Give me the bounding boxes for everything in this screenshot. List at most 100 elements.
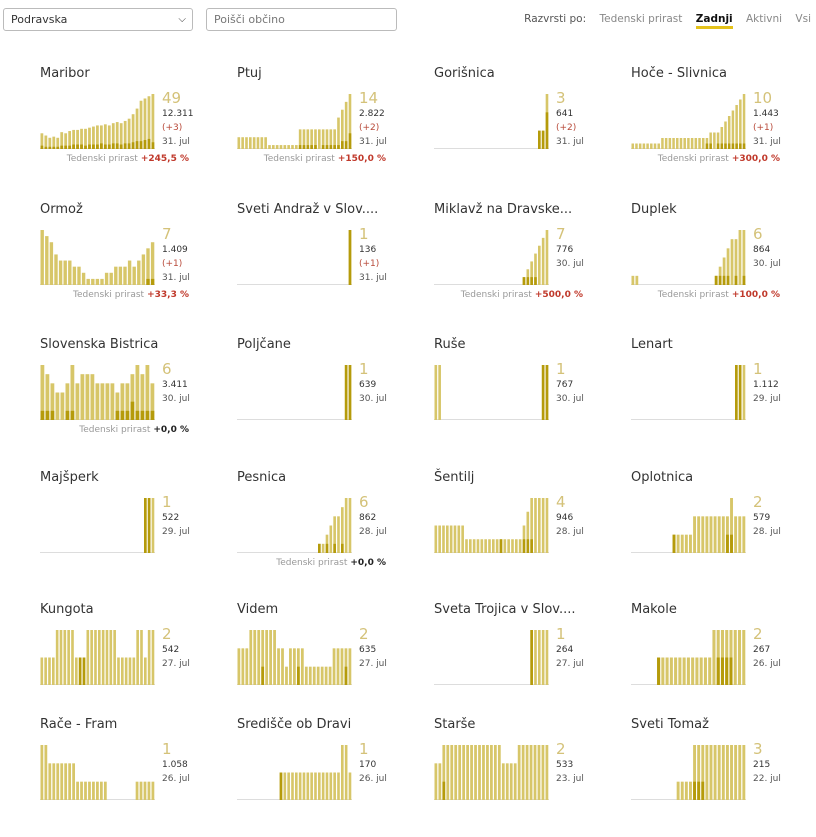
bar-new-cases [657,657,661,685]
bar [726,248,730,285]
municipality-card[interactable]: Miklavž na Dravske... 7 776 30. jul Tedenski… [434,202,614,322]
bar [341,507,344,553]
municipality-card[interactable]: Ruše 1 767 30. jul [434,337,614,457]
bar [260,137,264,149]
bar [117,657,120,685]
bar-new-cases [115,143,119,149]
sparkline-chart [237,230,352,285]
sort-option-aktivni[interactable]: Aktivni [745,13,783,25]
bar [287,145,290,149]
municipality-card[interactable]: Makole 2 267 26. jul [631,602,811,722]
total-value: 776 [556,245,574,255]
municipality-card[interactable]: Poljčane 1 639 30. jul [237,337,417,457]
municipality-card[interactable]: Sveta Trojica v Slov.... 1 264 27. jul [434,602,614,722]
bar [461,525,464,553]
municipality-card[interactable]: Slovenska Bistrica 6 3.411 30. jul Tedenski … [40,337,220,457]
municipality-card[interactable]: Gorišnica 3 641 (+2) 31. jul [434,66,614,186]
weekly-growth: Tedenski prirast +245,5 % [67,154,189,164]
bar [150,242,155,285]
bar-new-cases [80,144,83,149]
sort-option-vsi[interactable]: Vsi [795,13,811,25]
municipality-card[interactable]: Videm 2 635 27. jul [237,602,417,722]
bar [147,781,151,800]
bar [289,648,292,685]
municipality-card[interactable]: Oplotnica 2 579 28. jul [631,470,811,590]
bar [434,365,438,420]
bar [336,648,340,685]
municipality-card[interactable]: Središče ob Dravi 1 170 26. jul [237,717,417,837]
bar [734,516,738,553]
bar [676,138,679,149]
latest-value: 6 [162,360,172,378]
municipality-card[interactable]: Sveti Tomaž 3 215 22. jul [631,717,811,837]
search-input[interactable] [206,8,397,31]
bar-new-cases [135,141,139,149]
bar [701,745,705,800]
bar [530,261,533,285]
region-select[interactable]: Podravska ⌵ [3,8,193,31]
municipality-card[interactable]: Lenart 1 1.112 29. jul [631,337,811,457]
bar-new-cases [40,145,44,149]
bar [482,745,485,800]
bar [725,516,729,553]
bar [337,772,340,800]
municipality-card[interactable]: Sveti Andraž v Slov.... 1 136 (+1) 31. jul [237,202,417,322]
bar [113,630,116,685]
bar [446,745,450,800]
bar [269,630,272,685]
bar-new-cases [734,275,738,285]
bar [310,772,313,800]
bar-new-cases [56,146,60,149]
municipality-card[interactable]: Šentilj 4 946 28. jul [434,470,614,590]
sort-option-tedenski-prirast[interactable]: Tedenski prirast [599,13,683,25]
bar [484,539,487,553]
bar-new-cases [348,230,352,285]
bar [92,781,95,800]
municipality-card[interactable]: Ptuj 14 2.822 (+2) 31. jul Tedenski prirast +1… [237,66,417,186]
municipality-name: Poljčane [237,337,291,352]
bar [287,772,290,800]
bar [63,630,67,685]
municipality-card[interactable]: Maribor 49 12.311 (+3) 31. jul Tedenski prira… [40,66,220,186]
bar [689,781,692,800]
municipality-card[interactable]: Hoče - Slivnica 10 1.443 (+1) 31. jul Tedensk… [631,66,811,186]
bar-new-cases [44,146,48,149]
municipality-card[interactable]: Ormož 7 1.409 (+1) 31. jul Tedenski prirast +3… [40,202,220,322]
municipality-name: Videm [237,602,279,617]
last-date: 30. jul [556,394,584,404]
bar-new-cases [522,277,526,285]
bar [273,630,276,685]
bar [44,745,48,800]
bar [321,543,325,553]
municipality-card[interactable]: Pesnica 6 862 28. jul Tedenski prirast +0,0 % [237,470,417,590]
bar [515,539,518,553]
total-value: 136 [359,245,377,255]
sort-option-zadnji[interactable]: Zadnji [695,13,733,29]
municipality-card[interactable]: Duplek 6 864 30. jul Tedenski prirast +100,0 … [631,202,811,322]
bar-new-cases [99,143,103,149]
bar [55,392,60,420]
sparkline-chart [40,94,155,149]
bar [446,525,449,553]
bar-new-cases [107,144,111,149]
municipality-name: Kungota [40,602,94,617]
bar-new-cases [45,410,50,420]
bar [86,630,90,685]
last-date: 28. jul [753,527,781,537]
bar [64,763,68,800]
bar [341,109,344,149]
municipality-card[interactable]: Rače - Fram 1 1.058 26. jul [40,717,220,837]
municipality-card[interactable]: Starše 2 533 23. jul [434,717,614,837]
bar [453,525,457,553]
bar [465,539,468,553]
municipality-card[interactable]: Kungota 2 542 27. jul [40,602,220,722]
bar [295,772,298,800]
bar [690,138,694,149]
bar [713,132,716,149]
bar-new-cases [742,143,746,149]
sparkline-chart [40,230,155,285]
bar [140,374,145,420]
weekly-growth-label: Tedenski prirast [73,290,145,300]
bar [90,374,95,420]
municipality-card[interactable]: Majšperk 1 522 29. jul [40,470,220,590]
